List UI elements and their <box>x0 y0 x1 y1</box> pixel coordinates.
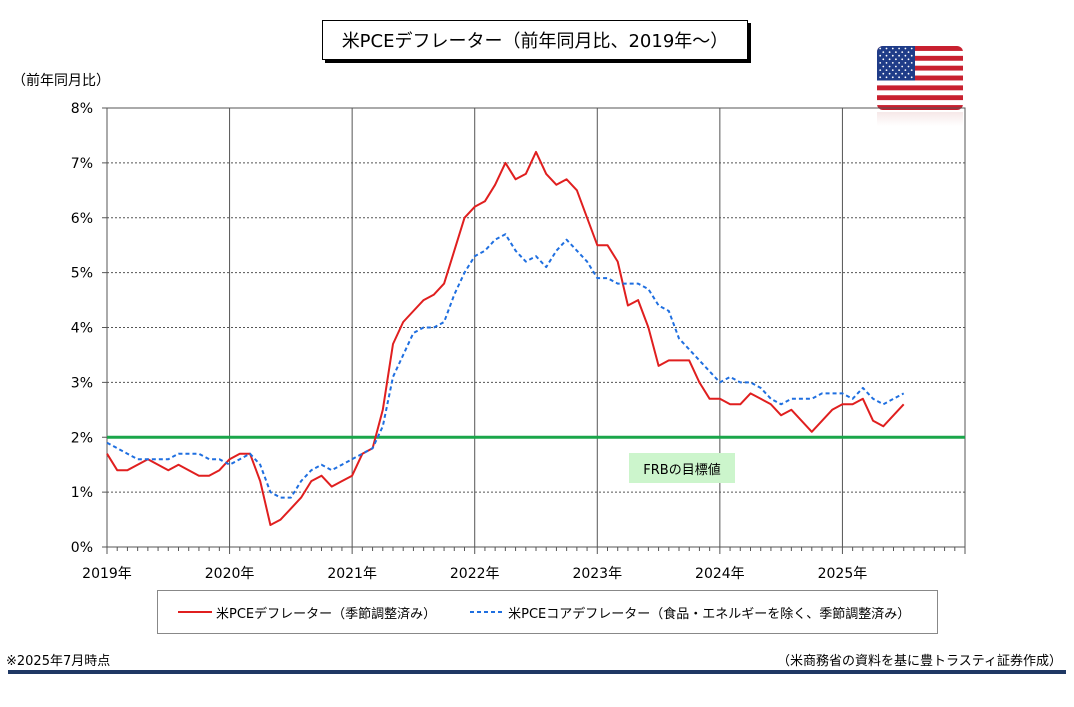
chart-title: 米PCEデフレーター（前年同月比、2019年～） <box>322 20 748 60</box>
x-tick-label: 2025年 <box>818 566 868 582</box>
legend-item-core: 米PCEコアデフレーター（食品・エネルギーを除く、季節調整済み） <box>470 603 910 622</box>
footnote-date: ※2025年7月時点 <box>6 654 111 669</box>
y-tick-label: 7% <box>71 156 93 172</box>
y-tick-label: 2% <box>71 430 93 446</box>
series-line-core-pce <box>106 233 905 499</box>
bottom-rule <box>8 670 1066 674</box>
y-tick-label: 0% <box>71 540 93 556</box>
x-tick-label: 2019年 <box>82 566 132 582</box>
legend-label-core: 米PCEコアデフレーター（食品・エネルギーを除く、季節調整済み） <box>508 606 911 622</box>
y-axis-unit-label: （前年同月比） <box>12 73 110 89</box>
us-flag-icon <box>877 46 963 110</box>
y-tick-label: 3% <box>71 375 93 391</box>
legend-item-headline: 米PCEデフレーター（季節調整済み） <box>178 603 436 622</box>
x-tick-label: 2021年 <box>327 566 377 582</box>
chart-legend: 米PCEデフレーター（季節調整済み） 米PCEコアデフレーター（食品・エネルギー… <box>157 590 938 634</box>
series-line-headline-pce <box>106 150 905 526</box>
x-tick-label: 2022年 <box>450 566 500 582</box>
legend-label-headline: 米PCEデフレーター（季節調整済み） <box>216 606 437 622</box>
chart-title-text: 米PCEデフレーター（前年同月比、2019年～） <box>341 31 729 52</box>
y-tick-label: 6% <box>71 211 93 227</box>
frb-target-label: FRBの目標値 <box>629 453 735 483</box>
footnote-source: （米商務省の資料を基に豊トラスティ証券作成） <box>777 654 1062 669</box>
y-tick-label: 1% <box>71 485 93 501</box>
flag-reflection <box>877 112 963 126</box>
x-tick-label: 2023年 <box>572 566 622 582</box>
y-tick-label: 8% <box>71 101 93 117</box>
y-tick-label: 5% <box>71 266 93 282</box>
x-tick-label: 2024年 <box>695 566 745 582</box>
x-tick-label: 2020年 <box>205 566 255 582</box>
y-tick-label: 4% <box>71 321 93 337</box>
